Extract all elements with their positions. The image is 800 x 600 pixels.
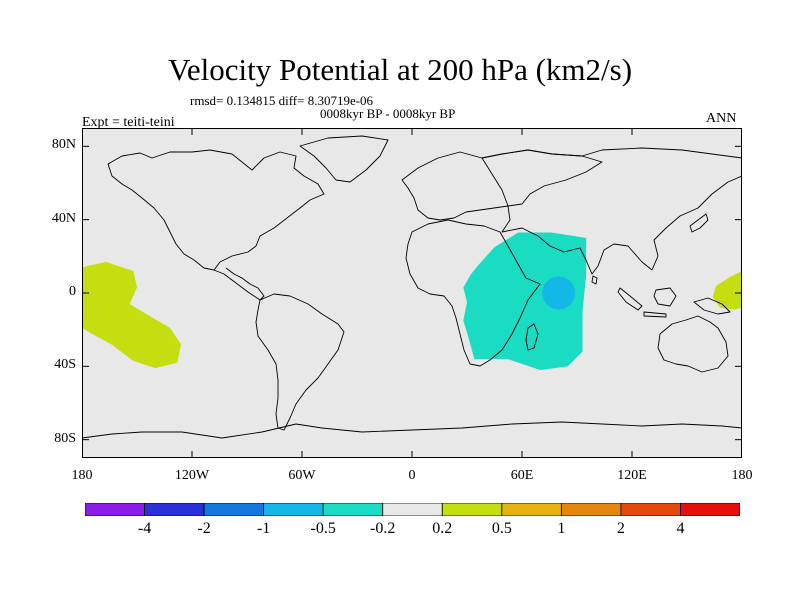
- region-indian-ocean-core: [542, 276, 576, 310]
- colorbar-label: 0.2: [432, 520, 453, 537]
- map-plot: [82, 128, 742, 458]
- map-background: [82, 128, 742, 458]
- lat-tick-label: 80S: [54, 430, 76, 446]
- colorbar-label: 2: [616, 520, 625, 537]
- colorbar-swatch: [441, 503, 503, 516]
- colorbar-swatch: [322, 503, 384, 516]
- coast-sumatra: [617, 287, 643, 311]
- colorbar-label: -0.2: [370, 520, 396, 537]
- region-indian-ocean-negative: [463, 232, 587, 370]
- region-west-pacific-positive: [712, 271, 742, 310]
- lon-tick-label: 0: [408, 468, 416, 483]
- colorbar-swatch: [263, 503, 324, 516]
- coast-antarctica: [82, 421, 742, 439]
- coast-new-guinea: [693, 297, 731, 315]
- coast-sri-lanka: [591, 275, 598, 285]
- colorbar-swatch: [501, 503, 562, 516]
- season-label: ANN: [706, 111, 737, 126]
- lon-tick-label: 60W: [288, 468, 316, 483]
- coast-java: [643, 311, 667, 318]
- colorbar-swatch: [620, 503, 681, 516]
- coast-africa: [405, 219, 541, 367]
- lat-tick-label: 80N: [51, 137, 76, 153]
- lon-tick-label: 120W: [174, 468, 210, 483]
- colorbar-label: 1: [557, 520, 566, 537]
- colorbar-swatch: [203, 503, 265, 516]
- period-line: 0008kyr BP - 0008kyr BP: [320, 106, 456, 121]
- lat-tick-label: 0: [69, 284, 76, 299]
- coast-south-america: [255, 293, 345, 431]
- region-central-pacific-positive: [82, 261, 181, 369]
- lon-tick-label: 120E: [617, 468, 647, 483]
- colorbar-swatch: [680, 503, 740, 516]
- colorbar-swatch: [85, 503, 145, 516]
- coast-australia: [657, 315, 729, 373]
- coast-greenland: [299, 135, 389, 183]
- colorbar: [85, 503, 740, 516]
- lon-tick-label: 60E: [510, 468, 534, 483]
- coast-madagascar: [525, 323, 539, 351]
- coast-japan: [689, 213, 709, 233]
- colorbar-label: -1: [256, 520, 271, 537]
- colorbar-swatch: [560, 503, 622, 516]
- experiment-label: Expt = teiti-teini: [82, 115, 175, 130]
- lat-tick-label: 40S: [54, 357, 76, 373]
- colorbar-swatch: [382, 503, 443, 516]
- colorbar-label: -4: [137, 520, 152, 537]
- map-title: Velocity Potential at 200 hPa (km2/s): [167, 52, 633, 87]
- colorbar-label: -2: [197, 520, 211, 537]
- colorbar-label: -0.5: [310, 520, 336, 537]
- lon-tick-label: 180: [71, 468, 93, 483]
- coast-asia: [481, 147, 742, 275]
- colorbar-label: 0.5: [491, 520, 512, 537]
- lon-tick-label: 180: [731, 468, 753, 483]
- coast-north-america: [107, 149, 325, 271]
- colorbar-label: 4: [676, 520, 685, 537]
- stats-line: rmsd= 0.134815 diff= 8.30719e-06: [190, 93, 374, 108]
- coast-borneo: [653, 287, 677, 307]
- lat-tick-label: 40N: [51, 210, 76, 226]
- colorbar-swatch: [144, 503, 205, 516]
